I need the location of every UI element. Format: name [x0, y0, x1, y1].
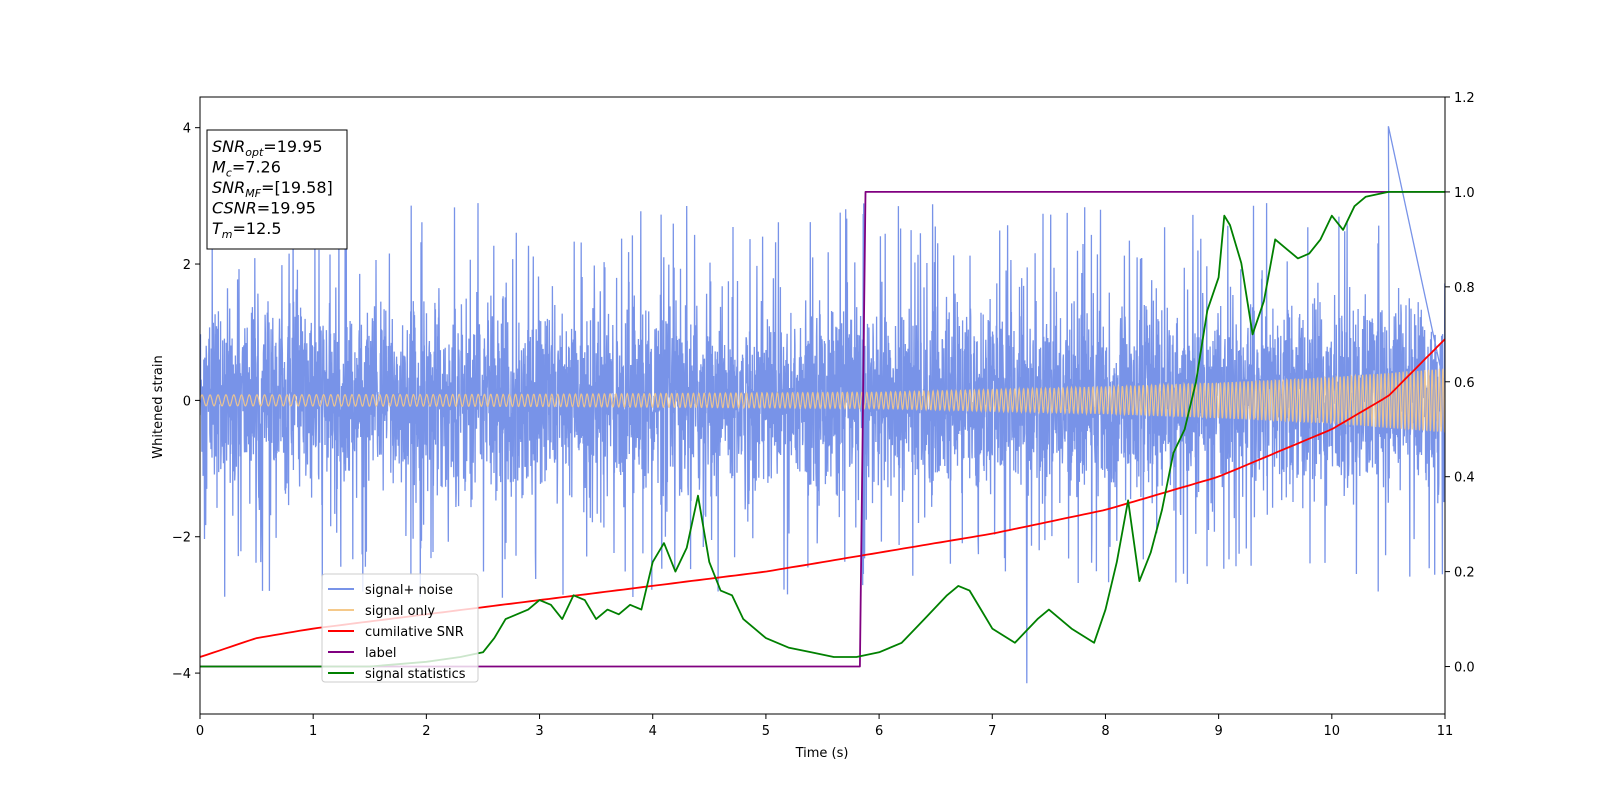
legend-label: signal statistics — [365, 667, 466, 682]
info-subscript: opt — [245, 146, 264, 159]
x-tick-label: 10 — [1324, 724, 1341, 739]
info-subscript: m — [222, 228, 233, 241]
info-symbol: M — [212, 158, 226, 177]
y-axis-right-ticks: 1.2 1.0 0.8 0.6 0.4 0.2 0.0 — [1445, 91, 1475, 676]
info-symbol: SNR — [212, 137, 245, 156]
legend-label: signal+ noise — [365, 583, 453, 598]
series-signal-noise — [200, 126, 1445, 598]
y-right-tick-label: 0.4 — [1454, 471, 1475, 486]
info-subscript: MF — [245, 187, 261, 200]
series-signal-statistics — [200, 191, 1445, 668]
y-right-tick-label: 0.6 — [1454, 376, 1475, 391]
y-left-tick-label: −4 — [172, 667, 191, 682]
y-left-tick-label: 0 — [183, 394, 191, 409]
y-left-tick-label: 2 — [183, 258, 191, 273]
info-subscript: c — [226, 167, 232, 180]
info-line: SNRMF=[19.58] — [212, 178, 333, 200]
series-label — [200, 191, 1445, 668]
y-right-tick-label: 0.2 — [1454, 566, 1475, 581]
info-box: SNRopt=19.95Mc=7.26SNRMF=[19.58]CSNR=19.… — [206, 129, 348, 250]
info-symbol: CSNR — [212, 199, 257, 218]
info-value: =19.95 — [263, 137, 322, 156]
x-tick-label: 6 — [875, 724, 883, 739]
y-left-tick-label: 4 — [183, 122, 191, 137]
legend: signal+ noise signal only cumilative SNR la… — [321, 573, 479, 683]
info-value: =7.26 — [232, 158, 281, 177]
info-line: Tm=12.5 — [212, 219, 282, 241]
info-box-frame — [206, 129, 348, 250]
series-signal-noise-peak — [1025, 400, 1029, 684]
x-tick-label: 1 — [309, 724, 317, 739]
y-right-tick-label: 0.0 — [1454, 661, 1475, 676]
info-line: Mc=7.26 — [212, 158, 281, 180]
y-axis-left-ticks: 4 2 0 −2 −4 — [172, 122, 200, 682]
x-tick-label: 0 — [196, 724, 204, 739]
info-line: SNRopt=19.95 — [212, 137, 323, 159]
x-tick-label: 11 — [1437, 724, 1454, 739]
info-line: CSNR=19.95 — [212, 199, 316, 218]
y-right-tick-label: 1.2 — [1454, 91, 1475, 106]
info-value: =[19.58] — [261, 178, 333, 197]
x-axis-label: Time (s) — [795, 746, 849, 761]
x-tick-label: 2 — [422, 724, 430, 739]
axes-frame — [199, 96, 1446, 715]
x-tick-label: 3 — [535, 724, 543, 739]
info-symbol: T — [212, 219, 223, 238]
x-tick-label: 7 — [988, 724, 996, 739]
series-signal-only — [200, 368, 1445, 433]
legend-frame — [321, 573, 479, 683]
x-axis-ticks: 0 1 2 3 4 5 6 7 8 9 10 11 — [196, 714, 1453, 739]
info-value: =19.95 — [257, 199, 316, 218]
x-tick-label: 4 — [649, 724, 657, 739]
y-right-tick-label: 1.0 — [1454, 186, 1475, 201]
info-symbol: SNR — [212, 178, 245, 197]
y-left-tick-label: −2 — [172, 531, 191, 546]
y-axis-label: Whitened strain — [151, 355, 166, 458]
y-right-tick-label: 0.8 — [1454, 281, 1475, 296]
legend-label: label — [365, 646, 396, 661]
axes-border — [199, 96, 1446, 715]
x-tick-label: 8 — [1101, 724, 1109, 739]
info-value: =12.5 — [233, 219, 282, 238]
x-tick-label: 9 — [1214, 724, 1222, 739]
legend-label: signal only — [365, 604, 435, 619]
legend-label: cumilative SNR — [365, 625, 464, 640]
x-tick-label: 5 — [762, 724, 770, 739]
